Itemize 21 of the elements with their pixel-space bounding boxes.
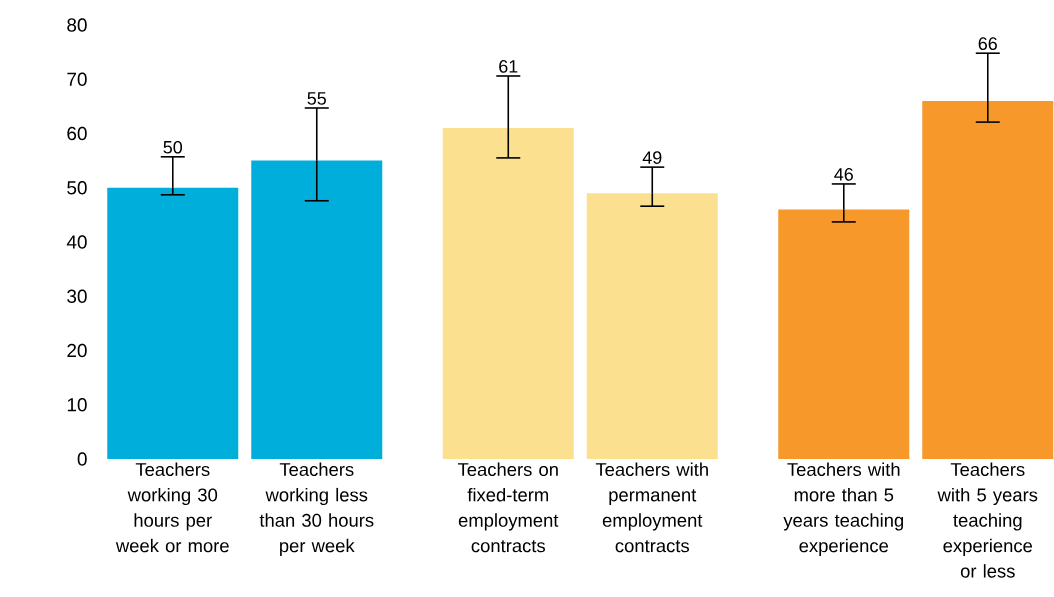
x-tick-label: Teachers with permanent employment contracts xyxy=(595,462,708,553)
data-label: 49 xyxy=(642,151,662,164)
y-tick-label: 50 xyxy=(67,181,87,195)
y-tick-label: 80 xyxy=(67,18,87,32)
y-tick-label: 30 xyxy=(67,289,87,303)
x-tick-label: Teachers working 30 hours per week or more xyxy=(115,462,229,553)
x-tick-label: Teachers with more than 5 years teaching experience xyxy=(783,462,904,556)
x-tick-label: Teachers on fixed-term employment contracts xyxy=(457,462,559,553)
y-tick-label: 20 xyxy=(67,343,87,358)
data-label: 55 xyxy=(307,92,326,105)
y-tick-label: 60 xyxy=(67,126,87,141)
x-tick-label: Teachers working less than 30 hours per week xyxy=(259,462,374,556)
y-tick-label: 10 xyxy=(67,398,87,412)
data-label: 61 xyxy=(499,60,518,73)
y-tick-label: 0 xyxy=(77,452,87,466)
y-tick-label: 70 xyxy=(67,72,87,86)
data-label: 66 xyxy=(978,37,997,50)
data-label: 50 xyxy=(163,140,183,154)
y-tick-label: 40 xyxy=(66,235,87,249)
x-tick-label: Teachers with 5 years teaching experience or less xyxy=(937,462,1038,578)
data-label: 46 xyxy=(834,168,853,181)
